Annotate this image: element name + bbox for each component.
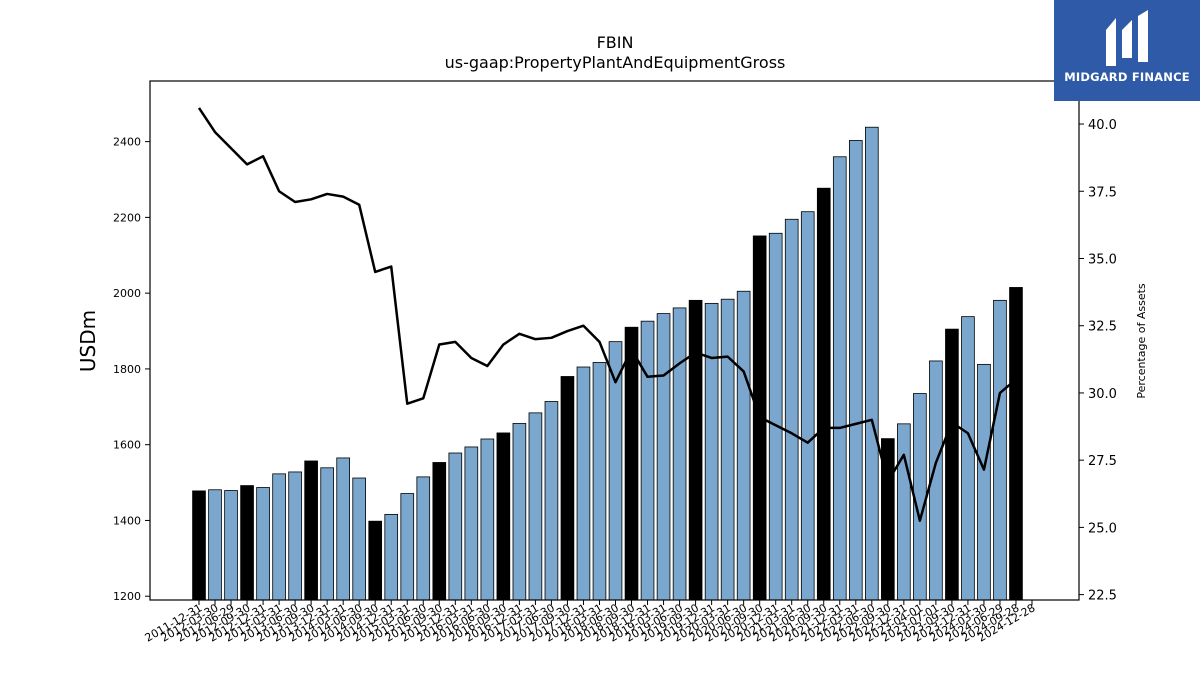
bar-2024-06-29	[993, 299, 1007, 601]
bar-2021-06-30	[800, 211, 815, 601]
bar-2021-03-31	[784, 218, 799, 601]
brand-name: MIDGARD FINANCE	[1064, 70, 1190, 84]
bar-2016-06-30	[480, 438, 495, 601]
bar-2022-06-30	[865, 126, 879, 601]
bar-2022-03-31	[848, 140, 863, 601]
bar-2015-09-30	[432, 462, 447, 601]
bar-2022-12-31	[897, 423, 911, 601]
bar-2021-09-30	[816, 187, 831, 601]
bar-2014-09-30	[368, 520, 383, 601]
bar-2017-06-30	[544, 401, 559, 601]
y2-axis-label: Percentage of Assets	[1135, 283, 1148, 399]
bar-2014-12-31	[384, 513, 399, 601]
plot-frame	[149, 80, 1080, 601]
y2-tick-label: 37.5	[1088, 185, 1117, 200]
bar-2018-09-30	[624, 326, 639, 601]
y2-axis: 22.5 25.0 27.5 30.0 32.5 35.0 37.5 40.0	[1079, 118, 1117, 604]
bar-2012-03-30	[208, 489, 222, 601]
x-axis: 2011-12-312012-03-302012-06-292012-09-30…	[143, 600, 1038, 645]
bar-2014-03-31	[336, 457, 350, 601]
bar-2013-09-30	[304, 460, 318, 601]
bar-2021-12-31	[832, 156, 847, 601]
bar-2020-12-31	[768, 232, 783, 601]
y-axis: 1200 1400 1600 1800 2000 2200 2400	[113, 136, 150, 603]
bar-2023-09-30	[945, 328, 959, 601]
y-tick-label: 2400	[113, 136, 141, 149]
bar-2016-09-30	[496, 432, 511, 601]
bar-2012-06-29	[224, 490, 238, 601]
y-tick-label: 1400	[113, 514, 141, 527]
midgard-m-icon	[1106, 10, 1148, 66]
bar-2023-04-01	[913, 393, 927, 601]
bar-2020-03-31	[720, 298, 735, 601]
y-tick-label: 2200	[113, 211, 141, 224]
bar-2012-12-31	[256, 487, 270, 601]
y2-tick-label: 25.0	[1088, 521, 1117, 536]
bar-2018-12-31	[640, 320, 655, 601]
y2-tick-label: 40.0	[1088, 118, 1117, 133]
bar-2017-12-31	[576, 366, 591, 601]
bar-2015-12-31	[448, 452, 463, 601]
bar-2023-12-31	[961, 316, 975, 601]
bar-2019-03-31	[656, 313, 671, 601]
chart-subtitle: us-gaap:PropertyPlantAndEquipmentGross	[445, 53, 786, 72]
bar-2019-12-31	[704, 302, 719, 601]
y2-tick-label: 22.5	[1088, 589, 1117, 604]
bar-2018-03-31	[592, 362, 607, 601]
y2-tick-label: 32.5	[1088, 320, 1117, 335]
bar-2017-03-31	[528, 412, 543, 601]
bar-2012-09-30	[240, 485, 254, 601]
y2-tick-label: 35.0	[1088, 252, 1117, 267]
bar-2024-09-28	[1009, 287, 1023, 601]
bar-2017-09-30	[560, 376, 575, 601]
y-tick-label: 2000	[113, 287, 141, 300]
bar-2024-03-30	[977, 363, 991, 601]
bar-2011-12-31	[192, 490, 206, 601]
y-axis-label: USDm	[76, 310, 100, 372]
bar-2016-03-31	[464, 446, 479, 601]
y-tick-label: 1200	[113, 590, 141, 603]
y2-tick-label: 27.5	[1088, 454, 1117, 469]
y2-tick-label: 30.0	[1088, 387, 1117, 402]
bar-2019-06-30	[672, 307, 687, 601]
bar-2016-12-31	[512, 423, 527, 601]
y-tick-label: 1600	[113, 439, 141, 452]
bar-2015-03-31	[400, 493, 415, 601]
y-tick-label: 1800	[113, 363, 141, 376]
bar-2014-06-30	[352, 477, 366, 601]
bar-2013-03-31	[272, 473, 286, 601]
bar-2019-09-30	[688, 299, 703, 601]
chart-title: FBIN	[597, 33, 634, 52]
brand-logo: MIDGARD FINANCE	[1054, 0, 1200, 101]
bar-2013-06-30	[288, 471, 302, 601]
bar-2015-06-30	[416, 476, 431, 601]
bar-2020-06-30	[736, 290, 751, 601]
percentage-line	[197, 107, 1017, 522]
bar-2013-12-31	[320, 467, 334, 601]
